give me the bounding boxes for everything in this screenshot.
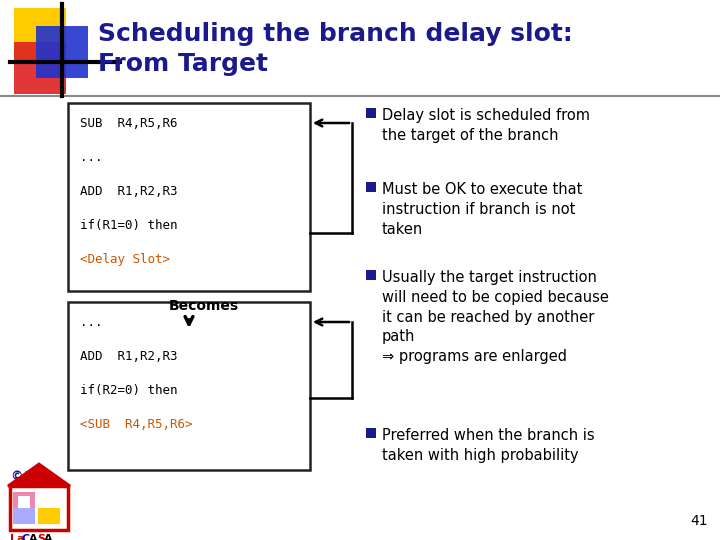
Text: if(R1=0) then: if(R1=0) then	[80, 219, 178, 232]
Bar	[13, 492, 35, 514]
Text: Must be OK to execute that
instruction if branch is not
taken: Must be OK to execute that instruction i…	[382, 182, 582, 237]
Bar	[18, 496, 30, 508]
Text: ©AM: ©AM	[10, 470, 45, 483]
Text: <Delay Slot>: <Delay Slot>	[80, 253, 170, 266]
Bar	[366, 270, 376, 280]
Bar	[366, 108, 376, 118]
Text: <SUB  R4,R5,R6>: <SUB R4,R5,R6>	[80, 418, 192, 431]
Bar	[38, 508, 60, 524]
Text: if(R2=0) then: if(R2=0) then	[80, 384, 178, 397]
Text: ...: ...	[80, 151, 102, 164]
Text: Scheduling the branch delay slot:: Scheduling the branch delay slot:	[98, 22, 572, 46]
Polygon shape	[8, 464, 70, 486]
Bar	[13, 508, 35, 524]
Text: ADD  R1,R2,R3: ADD R1,R2,R3	[80, 350, 178, 363]
Bar	[14, 8, 66, 60]
Text: From Target: From Target	[98, 52, 268, 76]
Text: Delay slot is scheduled from
the target of the branch: Delay slot is scheduled from the target …	[382, 108, 590, 143]
Text: La: La	[10, 534, 24, 540]
Text: A: A	[29, 534, 37, 540]
Bar	[68, 302, 310, 470]
Text: ADD  R1,R2,R3: ADD R1,R2,R3	[80, 185, 178, 198]
Bar	[366, 182, 376, 192]
Bar	[68, 103, 310, 291]
Text: Preferred when the branch is
taken with high probability: Preferred when the branch is taken with …	[382, 428, 595, 463]
Text: Becomes: Becomes	[169, 299, 239, 313]
Bar	[38, 492, 60, 508]
Text: A: A	[44, 534, 53, 540]
Text: ...: ...	[80, 316, 102, 329]
Bar	[14, 42, 66, 94]
Text: 41: 41	[690, 514, 708, 528]
Text: SUB  R4,R5,R6: SUB R4,R5,R6	[80, 117, 178, 130]
Bar	[36, 26, 88, 78]
Text: Usually the target instruction
will need to be copied because
it can be reached : Usually the target instruction will need…	[382, 270, 609, 364]
Bar	[366, 428, 376, 438]
Text: C: C	[22, 534, 30, 540]
Bar	[10, 486, 68, 530]
Text: S: S	[37, 534, 45, 540]
